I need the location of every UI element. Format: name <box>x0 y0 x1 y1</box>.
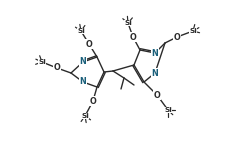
Text: Si: Si <box>188 28 196 34</box>
Text: O: O <box>129 32 136 41</box>
Text: O: O <box>153 90 160 100</box>
Text: N: N <box>79 58 86 66</box>
Text: Si: Si <box>124 20 131 26</box>
Text: N: N <box>79 78 86 86</box>
Text: O: O <box>89 97 96 105</box>
Text: O: O <box>85 39 92 49</box>
Text: Si: Si <box>38 59 46 65</box>
Text: Si: Si <box>81 113 88 119</box>
Text: O: O <box>173 32 180 41</box>
Text: N: N <box>151 49 158 58</box>
Text: Si: Si <box>163 107 171 113</box>
Text: O: O <box>53 63 60 73</box>
Text: Si: Si <box>77 28 85 34</box>
Text: N: N <box>151 68 158 78</box>
